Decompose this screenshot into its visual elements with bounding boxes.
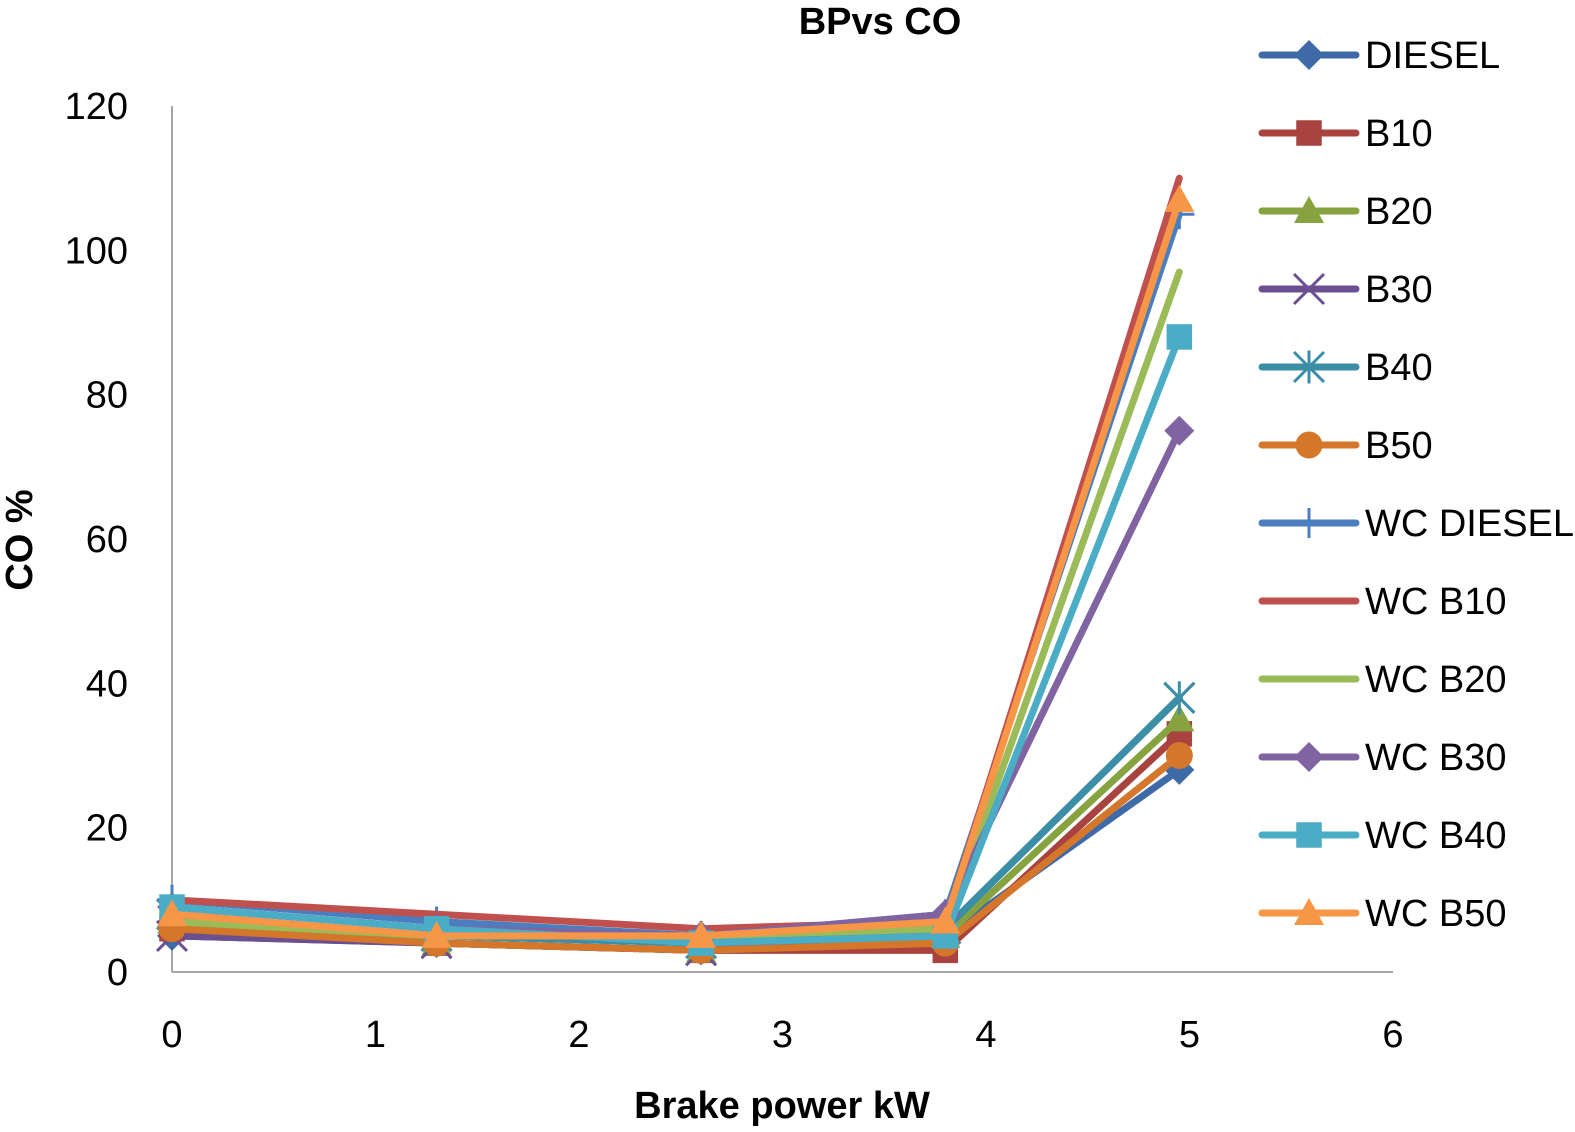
- series-wc-b50: [157, 184, 1195, 948]
- legend-label: B10: [1365, 113, 1433, 155]
- legend-item: B20: [1258, 191, 1433, 233]
- legend-item: WC B40: [1258, 815, 1506, 857]
- y-tick-labels: 0 20 40 60 80 100 120: [65, 86, 128, 994]
- y-tick-label: 0: [107, 952, 128, 994]
- legend-item: WC DIESEL: [1258, 503, 1574, 545]
- legend-marker: [1294, 40, 1324, 70]
- legend-marker: [1294, 508, 1324, 538]
- legend-item: B40: [1258, 347, 1433, 389]
- data-point: [421, 920, 452, 948]
- x-tick-label: 1: [365, 1014, 386, 1056]
- data-point: [1164, 415, 1195, 446]
- x-axis-title: Brake power kW: [634, 1085, 930, 1127]
- legend-marker: [1294, 196, 1324, 223]
- x-tick-label: 3: [772, 1014, 793, 1056]
- x-tick-label: 0: [161, 1014, 182, 1056]
- legend-label: B30: [1365, 269, 1433, 311]
- legend-item: DIESEL: [1258, 35, 1500, 77]
- y-tick-label: 60: [86, 519, 128, 561]
- data-point: [930, 906, 961, 934]
- legend-label: WC B40: [1365, 815, 1506, 857]
- legend-marker: [1296, 822, 1322, 848]
- series-line: [168, 174, 1183, 933]
- legend-label: WC B50: [1365, 893, 1506, 935]
- legend-item: WC B10: [1258, 581, 1506, 623]
- legend-marker: [1295, 431, 1323, 459]
- data-point: [1163, 681, 1196, 715]
- y-axis-title: CO %: [0, 489, 41, 590]
- legend-label: WC DIESEL: [1365, 503, 1574, 545]
- legend-item: WC B20: [1258, 659, 1506, 701]
- legend-item: B50: [1258, 425, 1433, 467]
- legend-item: B30: [1258, 269, 1433, 311]
- series-line: [168, 196, 1183, 940]
- legend-marker: [1296, 120, 1322, 146]
- data-point: [1166, 324, 1193, 350]
- legend-label: WC B30: [1365, 737, 1506, 779]
- legend-marker: [1292, 272, 1326, 306]
- legend-label: B50: [1365, 425, 1433, 467]
- legend-label: DIESEL: [1365, 35, 1500, 77]
- chart-title: BPvs CO: [799, 1, 962, 43]
- data-point: [686, 920, 717, 948]
- legend-item: WC B50: [1258, 893, 1506, 935]
- data-point: [1164, 184, 1195, 212]
- legend-label: B40: [1365, 347, 1433, 389]
- series-line: [168, 268, 1183, 940]
- series-line: [168, 210, 1183, 940]
- x-tick-label: 5: [1179, 1014, 1200, 1056]
- y-tick-label: 20: [86, 808, 128, 850]
- y-tick-label: 100: [65, 230, 128, 272]
- series-wc-b20: [168, 268, 1183, 940]
- legend-label: WC B20: [1365, 659, 1506, 701]
- data-point: [1165, 742, 1193, 769]
- series-line: [168, 333, 1183, 947]
- data-point: [1164, 704, 1195, 732]
- x-tick-label: 4: [975, 1014, 996, 1056]
- x-tick-label: 2: [568, 1014, 589, 1056]
- series-group: [155, 174, 1196, 967]
- legend-marker: [1292, 350, 1326, 384]
- x-tick-labels: 0 1 2 3 4 5 6: [161, 1014, 1403, 1056]
- legend-item: B10: [1258, 113, 1433, 155]
- legend: DIESEL B10 B20 B30 B40 B50 WC DIESEL WC B10 WC B…: [1258, 35, 1574, 935]
- legend-label: WC B10: [1365, 581, 1506, 623]
- legend-marker: [1294, 742, 1324, 772]
- y-tick-label: 40: [86, 663, 128, 705]
- y-tick-label: 120: [65, 86, 128, 128]
- legend-label: B20: [1365, 191, 1433, 233]
- x-tick-label: 6: [1382, 1014, 1403, 1056]
- legend-marker: [1294, 898, 1324, 925]
- series-wc-b10: [168, 174, 1183, 933]
- y-tick-label: 80: [86, 375, 128, 417]
- legend-item: WC B30: [1258, 737, 1506, 779]
- data-point: [157, 899, 187, 927]
